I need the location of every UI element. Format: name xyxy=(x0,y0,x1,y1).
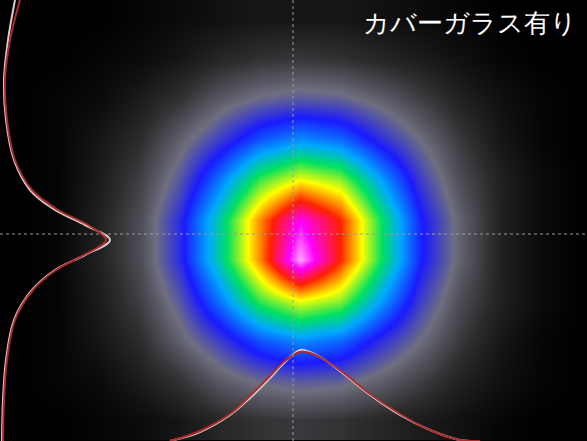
svg-text:カバーガラス有り: カバーガラス有り xyxy=(363,8,577,38)
